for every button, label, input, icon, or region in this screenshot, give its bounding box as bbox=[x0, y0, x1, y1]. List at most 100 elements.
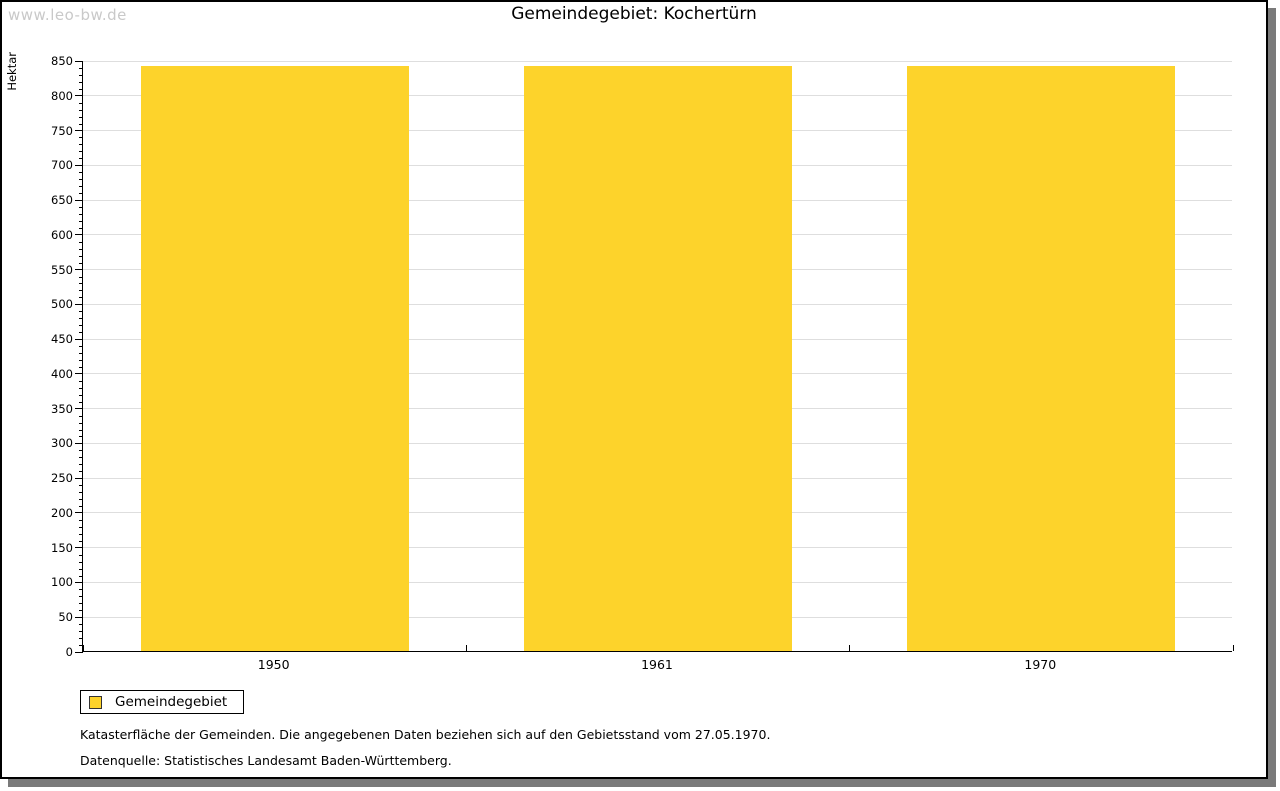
y-axis-minor-tick bbox=[79, 457, 83, 459]
y-axis-tick-label: 250 bbox=[51, 471, 73, 486]
y-axis-minor-tick bbox=[79, 179, 83, 181]
y-axis-minor-tick bbox=[79, 387, 83, 389]
y-axis-minor-tick bbox=[79, 589, 83, 591]
y-axis-tick-label: 300 bbox=[51, 436, 73, 451]
y-axis-minor-tick bbox=[79, 283, 83, 285]
y-axis-minor-tick bbox=[79, 401, 83, 403]
x-axis-tick bbox=[82, 645, 84, 651]
y-axis-minor-tick bbox=[79, 332, 83, 334]
y-axis-tick bbox=[75, 581, 83, 583]
y-axis-minor-tick bbox=[79, 505, 83, 507]
y-axis-tick bbox=[75, 651, 83, 653]
y-axis-tick bbox=[75, 512, 83, 514]
y-axis-minor-tick bbox=[79, 116, 83, 118]
chart-frame: www.leo-bw.de Gemeindegebiet: Kochertürn… bbox=[0, 0, 1268, 779]
y-axis-minor-tick bbox=[79, 227, 83, 229]
chart-title: Gemeindegebiet: Kochertürn bbox=[511, 4, 757, 24]
footnote-source-note: Katasterfläche der Gemeinden. Die angege… bbox=[80, 727, 771, 742]
y-axis-minor-tick bbox=[79, 220, 83, 222]
y-axis-minor-tick bbox=[79, 67, 83, 69]
y-axis-tick bbox=[75, 373, 83, 375]
y-axis-minor-tick bbox=[79, 526, 83, 528]
y-axis-tick bbox=[75, 269, 83, 271]
y-axis-minor-tick bbox=[79, 603, 83, 605]
y-axis-minor-tick bbox=[79, 137, 83, 139]
x-axis-tick bbox=[849, 645, 851, 651]
y-axis-minor-tick bbox=[79, 318, 83, 320]
y-axis-tick bbox=[75, 547, 83, 549]
y-axis-minor-tick bbox=[79, 554, 83, 556]
y-axis-tick bbox=[75, 616, 83, 618]
y-axis-tick bbox=[75, 164, 83, 166]
y-axis-minor-tick bbox=[79, 499, 83, 501]
y-axis-tick-label: 850 bbox=[51, 54, 73, 68]
y-axis-tick-label: 500 bbox=[51, 297, 73, 312]
x-axis-category-label: 1950 bbox=[257, 657, 290, 672]
y-axis-tick bbox=[75, 95, 83, 97]
y-axis-tick bbox=[75, 303, 83, 305]
y-axis-minor-tick bbox=[79, 638, 83, 640]
y-axis-tick-label: 100 bbox=[51, 575, 73, 590]
y-axis-tick-label: 150 bbox=[51, 540, 73, 555]
y-axis-tick-label: 700 bbox=[51, 158, 73, 173]
y-axis-minor-tick bbox=[79, 193, 83, 195]
y-axis-minor-tick bbox=[79, 485, 83, 487]
y-axis-minor-tick bbox=[79, 207, 83, 208]
y-axis-minor-tick bbox=[79, 186, 83, 188]
y-axis-minor-tick bbox=[79, 262, 83, 264]
y-axis-tick bbox=[75, 442, 83, 444]
y-axis-minor-tick bbox=[79, 422, 83, 424]
plot-area: 0 50 100 150 200 250 300 350 400 450 500 550 600 650 7… bbox=[51, 54, 1234, 659]
y-axis-minor-tick bbox=[79, 353, 83, 355]
y-axis-minor-tick bbox=[79, 519, 83, 521]
y-axis-minor-tick bbox=[79, 450, 83, 452]
y-axis-minor-tick bbox=[79, 88, 83, 90]
y-axis-tick bbox=[75, 234, 83, 236]
legend-swatch-icon bbox=[89, 695, 102, 709]
x-axis-category-label: 1970 bbox=[1024, 657, 1057, 672]
y-axis-minor-tick bbox=[79, 366, 83, 368]
y-axis-minor-tick bbox=[79, 394, 83, 396]
y-axis-tick-label: 0 bbox=[65, 645, 73, 659]
bar bbox=[907, 65, 1176, 651]
y-axis-minor-tick bbox=[79, 415, 83, 417]
y-axis-tick bbox=[75, 60, 83, 62]
y-axis-minor-tick bbox=[79, 429, 83, 431]
y-axis-minor-tick bbox=[79, 158, 83, 160]
y-axis-tick-label: 50 bbox=[58, 610, 73, 625]
y-axis-tick-label: 650 bbox=[51, 193, 73, 208]
y-axis-tick-label: 600 bbox=[51, 227, 73, 242]
y-axis-minor-tick bbox=[79, 624, 83, 626]
x-axis-tick bbox=[1232, 645, 1234, 651]
y-axis-tick-label: 350 bbox=[51, 401, 73, 416]
y-axis-tick-label: 200 bbox=[51, 505, 73, 520]
legend-label: Gemeindegebiet bbox=[115, 694, 228, 710]
y-axis-minor-tick bbox=[79, 533, 83, 535]
y-axis-minor-tick bbox=[79, 144, 83, 146]
y-axis-tick-label: 450 bbox=[51, 332, 73, 347]
y-axis-tick-label: 550 bbox=[51, 262, 73, 277]
y-axis-minor-tick bbox=[79, 290, 83, 292]
x-axis-category-label: 1961 bbox=[641, 657, 673, 672]
y-axis-minor-tick bbox=[79, 172, 83, 174]
y-axis-tick-label: 800 bbox=[51, 88, 73, 103]
y-axis-minor-tick bbox=[79, 109, 83, 111]
y-axis-minor-tick bbox=[79, 540, 83, 542]
y-axis-tick bbox=[75, 408, 83, 410]
y-axis-minor-tick bbox=[79, 575, 83, 577]
y-axis-tick bbox=[75, 130, 83, 132]
y-axis-tick-label: 750 bbox=[51, 123, 73, 138]
y-axis-minor-tick bbox=[79, 151, 83, 153]
y-axis-minor-tick bbox=[79, 631, 83, 633]
y-axis-minor-tick bbox=[79, 436, 83, 438]
y-axis-minor-tick bbox=[79, 81, 83, 83]
gridline bbox=[83, 60, 1232, 62]
y-axis-minor-tick bbox=[79, 471, 83, 473]
y-axis-tick bbox=[75, 199, 83, 201]
y-axis-minor-tick bbox=[79, 102, 83, 104]
y-axis-minor-tick bbox=[79, 311, 83, 313]
y-axis-minor-tick bbox=[79, 297, 83, 299]
y-axis-minor-tick bbox=[79, 568, 83, 570]
bar bbox=[140, 65, 409, 651]
y-axis-minor-tick bbox=[79, 213, 83, 215]
